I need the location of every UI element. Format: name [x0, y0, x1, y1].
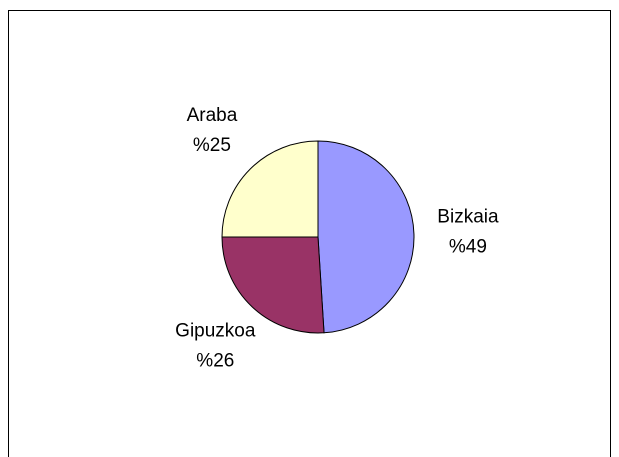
pie-slice — [317, 140, 415, 334]
pie-slice — [221, 236, 325, 334]
slice-label: Bizkaia — [437, 206, 499, 227]
value-label: %49 — [449, 236, 487, 257]
pie-slice — [221, 140, 319, 238]
slice-label: Araba — [187, 105, 238, 126]
slice-label: Gipuzkoa — [175, 320, 256, 341]
value-label: %25 — [193, 135, 231, 156]
value-label: %26 — [196, 350, 234, 371]
